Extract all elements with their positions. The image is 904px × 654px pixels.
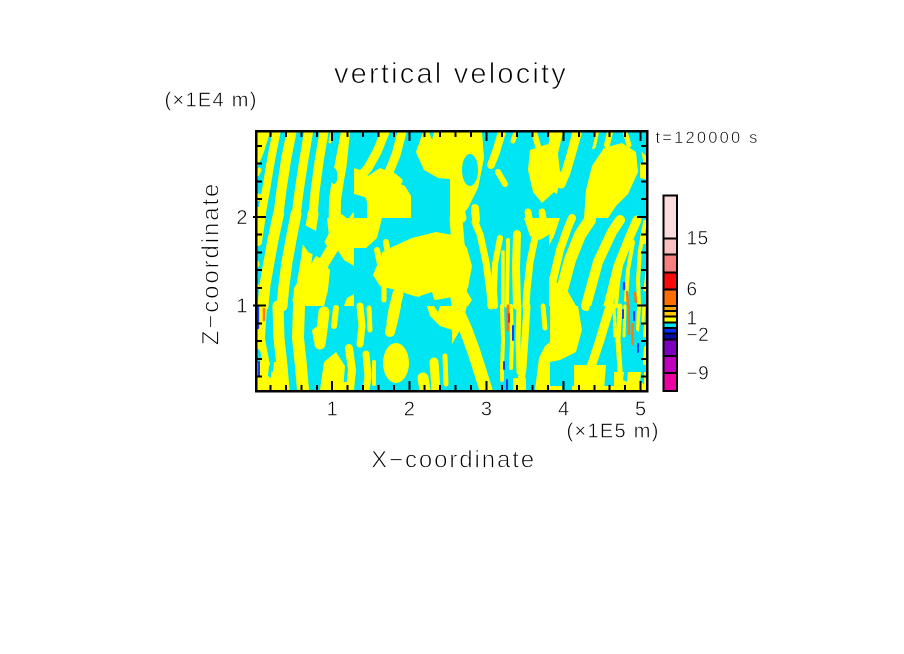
svg-text:(×1E4 m): (×1E4 m) xyxy=(165,90,258,112)
svg-text:−2: −2 xyxy=(687,325,710,346)
svg-text:6: 6 xyxy=(687,279,698,300)
svg-text:X−coordinate: X−coordinate xyxy=(371,447,536,474)
svg-text:Z−coordinate: Z−coordinate xyxy=(198,182,225,346)
svg-text:5: 5 xyxy=(635,398,646,420)
svg-text:15: 15 xyxy=(687,229,709,250)
svg-text:2: 2 xyxy=(236,207,247,229)
svg-text:t=120000 s: t=120000 s xyxy=(656,129,760,147)
svg-text:vertical velocity: vertical velocity xyxy=(334,58,568,90)
svg-text:2: 2 xyxy=(404,398,415,420)
svg-text:3: 3 xyxy=(481,398,492,420)
svg-text:1: 1 xyxy=(687,309,698,330)
svg-text:−9: −9 xyxy=(687,363,710,384)
svg-text:1: 1 xyxy=(236,296,247,318)
svg-text:1: 1 xyxy=(327,398,338,420)
svg-text:4: 4 xyxy=(558,398,569,420)
svg-text:(×1E5 m): (×1E5 m) xyxy=(567,421,660,443)
